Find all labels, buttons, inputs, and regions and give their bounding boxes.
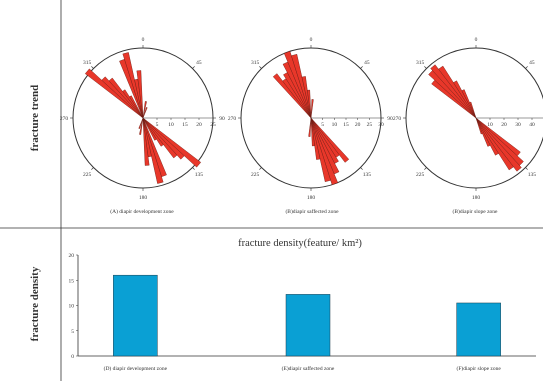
scale-tick-label: 10 [168, 122, 174, 128]
rose-caption-b: (B)diapir saffected zone [285, 208, 339, 215]
rose-caption-c: (B)diapir slope zone [453, 208, 498, 215]
direction-tick-label: 135 [528, 172, 537, 178]
direction-tick-label: 135 [363, 172, 372, 178]
bar [285, 294, 331, 357]
direction-tick-label: 225 [416, 172, 425, 178]
rose-petal [310, 99, 314, 119]
direction-tick-label: 0 [475, 37, 478, 43]
rose-diagram-a: 0 45 90 135 180 225 270 315 5 10 15 20 25 [60, 37, 225, 201]
direction-tick-label: 225 [83, 172, 92, 178]
direction-tick-label: 90 [387, 116, 393, 122]
direction-tick-label: 315 [83, 60, 92, 66]
rose-diagram-b: 0 45 90 135 180 225 270 315 5 10 15 20 25 30 [228, 37, 393, 201]
direction-tick-label: 45 [196, 60, 202, 66]
x-category-label: (D) diapir development zone [104, 365, 168, 372]
rose-caption-a: (A) diapir development zone [110, 208, 174, 215]
scale-tick-label: 15 [182, 122, 188, 128]
direction-tick-label: 0 [142, 37, 145, 43]
direction-tick-label: 90 [219, 116, 225, 122]
scale-tick-label: 5 [321, 122, 324, 128]
direction-tick-label: 45 [364, 60, 370, 66]
direction-tick-label: 180 [307, 195, 316, 201]
direction-tick-label: 315 [416, 60, 425, 66]
direction-tick-label: 270 [60, 116, 69, 122]
scale-tick-label: 25 [210, 122, 216, 128]
rose-petal [469, 101, 477, 119]
y-tick-label: 0 [71, 354, 74, 360]
direction-tick-label: 135 [195, 172, 204, 178]
direction-tick-label: 180 [472, 195, 481, 201]
rose-petal [428, 70, 477, 119]
scale-tick-label: 15 [343, 122, 349, 128]
bar-chart: 0 5 10 15 20 (D) diapir development zone (E)di… [69, 253, 536, 372]
direction-tick-mark [192, 66, 195, 69]
rose-petal [310, 117, 315, 147]
direction-tick-mark [360, 66, 363, 69]
direction-tick-label: 315 [251, 60, 260, 66]
rose-petal [475, 117, 483, 135]
scale-tick-label: 5 [156, 122, 159, 128]
x-category-label: (F)diapir slope zone [457, 365, 502, 372]
direction-tick-mark [424, 66, 427, 69]
bar [456, 302, 501, 357]
rose-petal [142, 117, 157, 141]
bar-chart-title: fracture density(feature/ km²) [238, 238, 362, 249]
direction-tick-label: 180 [139, 195, 148, 201]
direction-tick-mark [525, 167, 528, 170]
direction-tick-mark [360, 167, 363, 170]
direction-tick-mark [259, 66, 262, 69]
rose-petal [138, 117, 144, 129]
rose-petal [129, 95, 144, 119]
rose-petal [142, 101, 147, 119]
direction-tick-mark [424, 167, 427, 170]
rose-petal [142, 117, 150, 166]
direction-tick-label: 225 [251, 172, 260, 178]
scale-tick-label: 40 [529, 122, 535, 128]
scale-tick-label: 10 [332, 122, 338, 128]
direction-tick-mark [91, 167, 94, 170]
rose-petal [308, 117, 312, 137]
direction-tick-label: 0 [310, 37, 313, 43]
scale-tick-label: 20 [501, 122, 507, 128]
rose-petal [142, 107, 148, 119]
rose-petal [307, 89, 312, 119]
y-tick-label: 5 [71, 329, 74, 335]
rose-petal [139, 117, 144, 135]
x-category-label: (E)diapir saffected zone [282, 365, 335, 372]
scale-tick-label: 25 [367, 122, 373, 128]
direction-tick-mark [91, 66, 94, 69]
rose-petal [430, 64, 477, 119]
rose-petal [136, 70, 144, 119]
rose-diagram-c: 045901351802252703151020304050 [393, 37, 543, 201]
y-tick-label: 20 [69, 253, 75, 259]
section-label-density: fracture density [29, 266, 41, 341]
scale-tick-label: 10 [487, 122, 493, 128]
direction-tick-mark [259, 167, 262, 170]
section-label-trend: fracture trend [29, 85, 41, 152]
scale-tick-label: 20 [355, 122, 361, 128]
direction-tick-label: 270 [228, 116, 237, 122]
scale-tick-label: 30 [378, 122, 384, 128]
direction-tick-label: 45 [529, 60, 535, 66]
direction-tick-label: 270 [393, 116, 402, 122]
scale-tick-label: 30 [515, 122, 521, 128]
direction-tick-mark [525, 66, 528, 69]
bar [113, 274, 158, 357]
direction-tick-mark [192, 167, 195, 170]
y-tick-label: 15 [69, 278, 75, 284]
scale-tick-label: 20 [196, 122, 202, 128]
y-tick-label: 10 [69, 304, 75, 310]
